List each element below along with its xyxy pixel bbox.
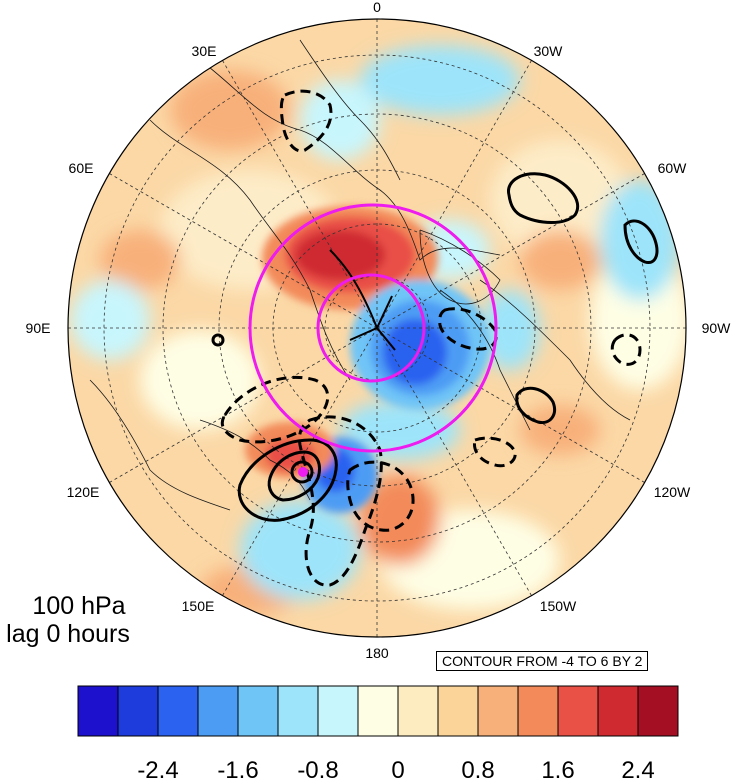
colorbar-swatch [77, 685, 119, 737]
inner-magenta-circle [316, 273, 426, 383]
colorbar: -2.4 -1.6 -0.8 0 0.8 1.6 2.4 [77, 685, 679, 779]
positive-contour [349, 295, 396, 351]
pressure-level-label: 100 hPa [32, 592, 126, 620]
colorbar-swatch [597, 685, 639, 737]
colorbar-swatch [197, 685, 239, 737]
negative-contour [220, 375, 330, 444]
positive-contour [290, 460, 314, 484]
field-warm-patch [520, 230, 600, 290]
field-light-patch [490, 140, 630, 260]
lon-label: 150W [540, 598, 577, 614]
colorbar-tick-label: -2.4 [137, 757, 178, 779]
lon-label: 60E [69, 160, 94, 176]
colorbar-swatch [317, 685, 359, 737]
outer-magenta-circle [248, 203, 498, 453]
location-marker [298, 467, 308, 477]
field-warm-patch [170, 70, 290, 150]
field-cool-patch [340, 400, 460, 460]
positive-contour [515, 386, 556, 425]
lon-label: 120W [654, 484, 691, 500]
colorbar-swatch [637, 685, 679, 737]
lon-label: 180 [365, 645, 389, 661]
colorbar-swatch [477, 685, 519, 737]
colorbar-tick-label: 2.4 [621, 757, 654, 779]
colorbar-tick-label: 0 [391, 757, 404, 779]
colorbar-swatch [117, 685, 159, 737]
field-cool-patch [70, 280, 150, 360]
latitude-circle [324, 275, 430, 381]
positive-contour [211, 333, 225, 347]
contour-info-box: CONTOUR FROM -4 TO 6 BY 2 [436, 651, 649, 671]
coastline-europe [299, 39, 401, 181]
contours [211, 89, 659, 587]
negative-anomaly-core [383, 319, 447, 385]
colorbar-swatch [277, 685, 319, 737]
latitude-circle [162, 113, 592, 543]
coastline-eurasia [199, 59, 501, 261]
colorbar-tick-label: 1.6 [541, 757, 574, 779]
colorbar-tick-label: -0.8 [297, 757, 338, 779]
positive-contour [507, 172, 580, 224]
lon-label: 0 [373, 0, 381, 15]
field-light-patch [140, 330, 260, 430]
colorbar-swatch [237, 685, 279, 737]
field-cool-patch [240, 500, 360, 600]
lon-label: 30E [192, 43, 217, 59]
lon-label: 90W [702, 320, 732, 336]
colorbar-swatch [357, 685, 399, 737]
coastline-eurasia-inner [149, 119, 351, 381]
map-boundary [67, 18, 687, 638]
coastline-america [479, 279, 631, 421]
lon-label: 120E [67, 484, 100, 500]
field-warm-patch [100, 230, 180, 290]
colorbar-swatch [557, 685, 599, 737]
field-cool-patch [600, 180, 680, 300]
positive-contour [267, 450, 321, 502]
coastline-asia-south [89, 379, 231, 511]
colorbar-swatches [77, 685, 679, 737]
lon-label: 30W [534, 43, 564, 59]
field-warm-patch [360, 475, 440, 565]
coastline-greenland [419, 229, 501, 305]
lon-label: 60W [658, 160, 688, 176]
field-cool-patch [300, 80, 380, 160]
circle-overlay [248, 203, 498, 453]
colorbar-swatch [437, 685, 479, 737]
negative-contour [610, 333, 642, 366]
colorbar-swatch [397, 685, 439, 737]
colorbar-swatch [157, 685, 199, 737]
negative-contour [279, 89, 333, 153]
field-warm-patch [520, 405, 600, 455]
colorbar-swatch [517, 685, 559, 737]
graticule [68, 19, 686, 637]
positive-contour [623, 219, 659, 265]
longitude-labels: 0 30W 60W 90W 120W 150W 180 150E 120E 90… [26, 0, 732, 661]
colorbar-tick-label: 0.8 [461, 757, 494, 779]
lon-label: 90E [26, 320, 51, 336]
field-cool-patch [360, 45, 520, 115]
positive-anomaly-core [295, 230, 385, 280]
lon-label: 150E [182, 598, 215, 614]
colorbar-tick-label: -1.6 [217, 757, 258, 779]
negative-contour [438, 307, 498, 351]
field-cool-patch [480, 290, 540, 370]
lag-label: lag 0 hours [6, 620, 130, 648]
negative-contour [472, 436, 517, 468]
positive-contour [237, 438, 338, 522]
